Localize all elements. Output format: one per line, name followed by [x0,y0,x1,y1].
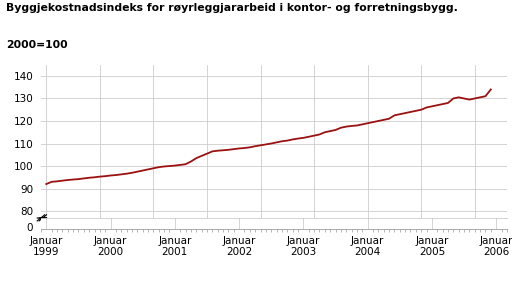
Text: 2000=100: 2000=100 [6,40,68,50]
Text: Byggjekostnadsindeks for røyrleggjararbeid i kontor- og forretningsbygg.: Byggjekostnadsindeks for røyrleggjararbe… [6,3,458,13]
